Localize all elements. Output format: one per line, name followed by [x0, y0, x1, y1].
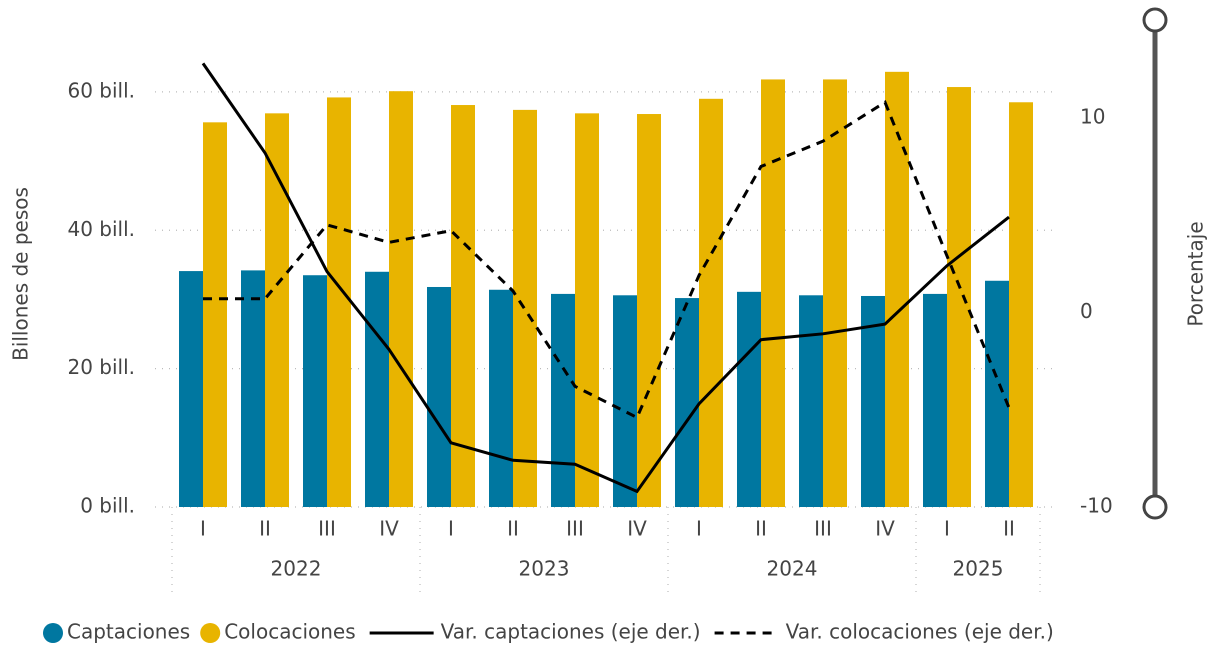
y2-tick-label: 10 — [1080, 104, 1105, 128]
legend-label: Colocaciones — [224, 620, 355, 644]
bar — [947, 87, 971, 507]
legend-label: Captaciones — [67, 620, 190, 644]
line — [201, 62, 1010, 494]
x-tick-label: II — [755, 517, 767, 541]
bar — [179, 271, 203, 507]
x-tick-label: IV — [875, 517, 895, 541]
x-tick-label: III — [318, 517, 336, 541]
x-tick-label: IV — [379, 517, 399, 541]
x-tick-label: II — [507, 517, 519, 541]
bar — [799, 295, 823, 507]
x-tick-label: I — [944, 517, 950, 541]
y2-tick-label: 0 — [1080, 299, 1093, 323]
y-tick-label: 20 bill. — [67, 355, 135, 379]
x-tick-label: II — [259, 517, 271, 541]
bar — [303, 275, 327, 507]
bar — [427, 286, 451, 507]
y-axis-title: Billones de pesos — [9, 187, 33, 361]
bar — [613, 295, 637, 507]
x-tick-label: I — [200, 517, 206, 541]
bar — [985, 280, 1009, 507]
y-tick-label: 60 bill. — [67, 78, 135, 102]
x-tick-label: I — [448, 517, 454, 541]
slider-handle[interactable] — [1142, 494, 1168, 520]
x-tick-label: III — [566, 517, 584, 541]
y2-axis-title: Porcentaje — [1184, 221, 1208, 326]
bar — [637, 114, 661, 508]
bar — [365, 271, 389, 507]
bar — [675, 298, 699, 507]
legend-swatch — [200, 623, 221, 643]
bar — [885, 71, 909, 507]
bar — [513, 109, 537, 507]
bar — [699, 98, 723, 508]
x-group-label: 2025 — [953, 557, 1004, 581]
bar — [823, 79, 847, 508]
slider-handle[interactable] — [1142, 7, 1168, 33]
bar — [451, 105, 475, 508]
x-group-label: 2022 — [271, 557, 322, 581]
bar — [203, 122, 227, 507]
legend-swatch — [43, 623, 63, 643]
x-tick-label: IV — [627, 517, 647, 541]
bar — [737, 291, 761, 507]
bar — [551, 293, 575, 507]
y-tick-label: 0 bill. — [80, 494, 135, 518]
bar — [265, 113, 289, 507]
x-group-label: 2024 — [767, 557, 818, 581]
bar — [489, 289, 513, 507]
bar — [389, 91, 413, 508]
bar — [1009, 102, 1033, 508]
x-tick-label: III — [814, 517, 832, 541]
bar — [761, 79, 785, 508]
bar — [241, 270, 265, 507]
bar — [327, 97, 351, 507]
bar — [861, 295, 885, 507]
legend-label: Var. captaciones (eje der.) — [441, 620, 701, 644]
x-tick-label: I — [696, 517, 702, 541]
x-group-label: 2023 — [519, 557, 570, 581]
y-tick-label: 40 bill. — [67, 217, 135, 241]
x-tick-label: II — [1003, 517, 1015, 541]
y2-tick-label: -10 — [1080, 494, 1113, 518]
bar — [575, 113, 599, 507]
legend-label: Var. colocaciones (eje der.) — [786, 620, 1054, 644]
line — [203, 100, 1011, 420]
bar — [923, 293, 947, 507]
